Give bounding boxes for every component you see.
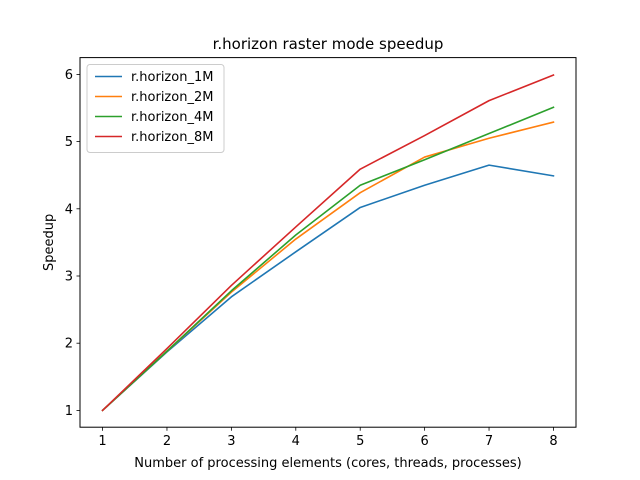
y-tick-label: 4	[65, 202, 73, 217]
series-line-r-horizon-1m	[101, 164, 555, 412]
series-layer	[101, 74, 555, 412]
y-tick-label: 1	[65, 404, 73, 419]
chart-title: r.horizon raster mode speedup	[213, 35, 444, 53]
y-tick-label: 3	[65, 270, 73, 285]
x-axis-ticks: 1 2 3 4 5 6 7 8	[98, 427, 558, 449]
legend-label: r.horizon_4M	[131, 110, 213, 125]
x-tick-label: 1	[98, 434, 106, 449]
x-tick-label: 6	[420, 434, 428, 449]
x-tick-label: 7	[485, 434, 493, 449]
x-tick-label: 4	[292, 434, 300, 449]
y-tick-label: 2	[65, 337, 73, 352]
y-axis-ticks: 1 2 3 4 5 6	[65, 68, 80, 419]
x-axis-label: Number of processing elements (cores, th…	[134, 456, 521, 471]
legend-label: r.horizon_8M	[131, 130, 213, 145]
series-line-r-horizon-8m	[101, 74, 555, 412]
x-tick-label: 2	[163, 434, 171, 449]
y-axis-label: Speedup	[42, 214, 57, 271]
axes-frame	[79, 57, 577, 428]
legend-label: r.horizon_2M	[131, 90, 213, 105]
x-tick-label: 8	[549, 434, 557, 449]
series-line-r-horizon-4m	[101, 106, 555, 412]
legend-label: r.horizon_1M	[131, 70, 213, 85]
legend-box	[86, 64, 225, 153]
x-tick-label: 5	[356, 434, 364, 449]
y-tick-label: 6	[65, 68, 73, 83]
legend: r.horizon_1M r.horizon_2M r.horizon_4M r.ho…	[86, 64, 225, 153]
x-tick-label: 3	[227, 434, 235, 449]
y-tick-label: 5	[65, 135, 73, 150]
